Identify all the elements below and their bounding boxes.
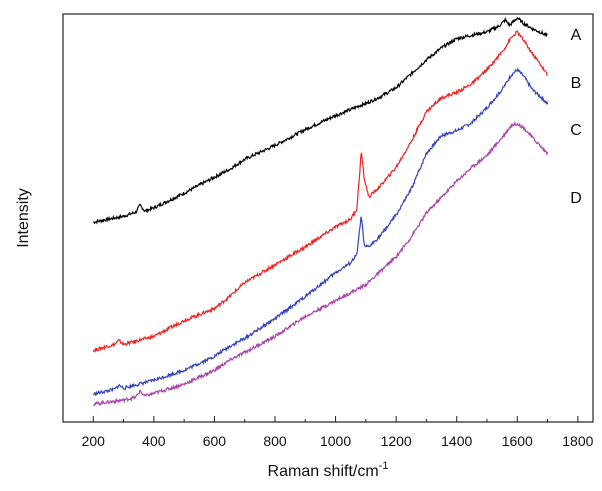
x-tick-label: 1000 — [320, 433, 351, 449]
x-tick-label: 200 — [82, 433, 106, 449]
x-tick-label: 800 — [263, 433, 287, 449]
series-labels: A B C D — [570, 27, 582, 207]
x-tick-label: 1400 — [441, 433, 472, 449]
x-axis-title-superscript: -1 — [379, 460, 389, 472]
series-label-D: D — [570, 190, 582, 207]
x-axis-title: Raman shift/cm-1 — [268, 460, 389, 480]
series-line-D — [92, 120, 549, 407]
series-line-A — [93, 16, 548, 225]
series-layer — [92, 16, 549, 407]
plot-frame — [62, 13, 594, 423]
x-tick-label: 600 — [203, 433, 227, 449]
x-tick-label: 1200 — [381, 433, 412, 449]
x-tick-label: 1800 — [562, 433, 593, 449]
y-axis-title: Intensity — [15, 188, 32, 248]
series-label-C: C — [570, 122, 582, 139]
series-line-C — [92, 67, 549, 397]
x-tick-label: 1600 — [502, 433, 533, 449]
x-axis-ticks: 200 400 600 800 1000 1200 1400 1600 1800 — [82, 416, 594, 449]
series-label-B: B — [571, 75, 582, 92]
series-line-B — [92, 29, 548, 354]
x-tick-label: 400 — [142, 433, 166, 449]
x-axis-title-text: Raman shift/cm — [268, 463, 379, 480]
series-label-A: A — [571, 27, 582, 44]
